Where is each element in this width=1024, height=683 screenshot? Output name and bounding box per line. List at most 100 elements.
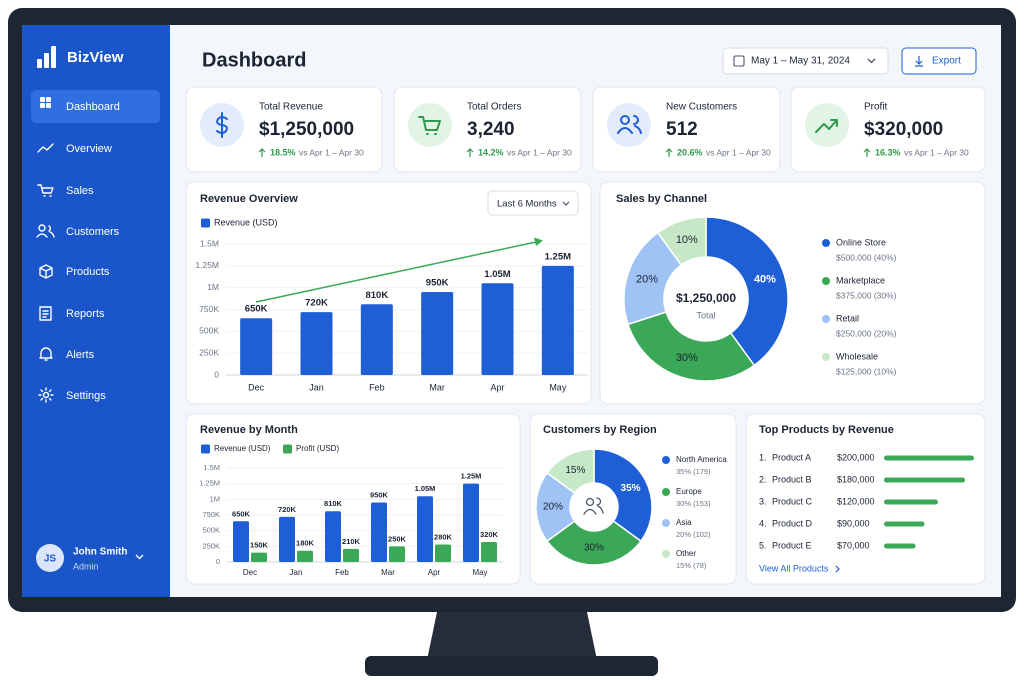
people-icon [583, 497, 604, 515]
kpi-label: Total Revenue [259, 102, 323, 113]
value-label: 950K [426, 278, 449, 289]
product-value: $120,000 [837, 496, 875, 506]
chevron [562, 201, 570, 206]
nav-item[interactable]: Products [39, 264, 110, 279]
nav-item[interactable]: Alerts [39, 347, 95, 361]
nav-label: Alerts [66, 349, 95, 361]
product-value: $90,000 [837, 518, 870, 528]
bar [884, 521, 925, 527]
kpi-change: 18.5% [270, 147, 296, 157]
kpi-value: $1,250,000 [259, 119, 354, 140]
date-box [722, 47, 889, 75]
bar [481, 541, 497, 562]
x-tick-label: Apr [428, 568, 441, 577]
bar [417, 496, 433, 562]
legend-dot [662, 550, 670, 558]
value-label: 650K [245, 304, 268, 315]
y-tick-label: 1.25M [195, 260, 219, 270]
user-menu[interactable]: JS John Smith Admin [36, 544, 144, 572]
value-label: 150K [250, 541, 269, 550]
legend-label: Profit (USD) [296, 444, 339, 453]
legend-detail: 35% (179) [676, 467, 711, 476]
value-label: 650K [232, 509, 251, 518]
y-tick-label: 500K [199, 326, 219, 336]
monitor-base [365, 656, 658, 676]
nav-icon [38, 387, 54, 403]
nav-item[interactable]: Settings [38, 387, 106, 403]
y-tick-label: 0 [216, 557, 220, 566]
y-tick-label: 750K [199, 304, 219, 314]
legend-label: Retail [836, 313, 859, 323]
product-name: Product B [772, 474, 812, 484]
product-name: Product C [772, 496, 813, 506]
link-label: View All Products [759, 563, 829, 573]
legend-dot [662, 456, 670, 464]
x-tick-label: Mar [429, 382, 445, 392]
nav-label: Overview [66, 143, 112, 155]
kpi-comparison: vs Apr 1 – Apr 30 [507, 147, 572, 157]
kpi-value: $320,000 [864, 119, 943, 140]
bar [233, 521, 249, 562]
nav-item[interactable]: Reports [39, 306, 105, 321]
product-value: $200,000 [837, 452, 875, 462]
legend-dot [662, 519, 670, 527]
slice-label: 30% [584, 543, 604, 554]
y-tick-label: 1.25M [199, 479, 220, 488]
rank: 3. [759, 496, 767, 506]
x-tick-label: Feb [335, 568, 349, 577]
chevron [835, 565, 840, 573]
legend-dot [822, 277, 830, 285]
kpi-icon-bg [408, 103, 452, 147]
bar [884, 543, 916, 549]
kpi-label: Total Orders [467, 102, 521, 113]
kpi-label: Profit [864, 102, 888, 113]
nav-item[interactable]: Overview [37, 143, 112, 155]
donut-slice [627, 311, 756, 382]
legend-label: Online Store [836, 237, 886, 247]
kpi-comparison: vs Apr 1 – Apr 30 [299, 147, 364, 157]
chart-title: Sales by Channel [616, 193, 707, 205]
nav-item[interactable]: Customers [36, 224, 120, 238]
date-picker[interactable]: May 1 – May 31, 2024 [722, 47, 889, 75]
dropdown-label: Last 6 Months [497, 199, 557, 210]
product-value: $180,000 [837, 474, 875, 484]
slice-label: 30% [676, 352, 698, 364]
chart-title: Top Products by Revenue [759, 424, 894, 436]
view-all-link[interactable]: View All Products [759, 563, 840, 573]
kpi-comparison: vs Apr 1 – Apr 30 [706, 147, 771, 157]
nav-icon [46, 103, 51, 108]
export-button[interactable]: Export [901, 47, 977, 75]
nav-icon [46, 97, 51, 102]
legend-detail: $250,000 (20%) [836, 328, 897, 338]
range-dropdown[interactable]: Last 6 Months [487, 190, 579, 216]
nav-icon [37, 143, 54, 153]
value-label: 210K [342, 537, 361, 546]
slice-label: 40% [754, 274, 776, 286]
nav-label: Sales [66, 185, 94, 197]
value-label: 320K [480, 530, 499, 539]
y-tick-label: 1M [207, 282, 219, 292]
nav-item[interactable]: Dashboard [40, 97, 120, 113]
kpi-icon [216, 112, 228, 138]
nav-icon [39, 347, 53, 361]
legend-label: Revenue (USD) [214, 444, 271, 453]
nav-item[interactable]: Sales [37, 184, 94, 197]
nav-label: Settings [66, 390, 106, 402]
nav-label: Reports [66, 308, 105, 320]
value-label: 1.25M [461, 472, 482, 481]
up-arrow [665, 148, 673, 157]
nav-label: Customers [66, 226, 120, 238]
nav-icon [39, 264, 53, 279]
up-arrow [863, 148, 871, 157]
bar [371, 502, 387, 562]
kpi-change: 14.2% [478, 147, 504, 157]
value-label: 950K [370, 490, 389, 499]
nav-icon [40, 97, 45, 102]
trend-arrowhead [534, 237, 543, 246]
x-tick-label: Jan [290, 568, 303, 577]
dropdown-box [487, 190, 579, 216]
bar [240, 318, 273, 375]
bar [251, 552, 267, 562]
rank: 5. [759, 540, 767, 550]
